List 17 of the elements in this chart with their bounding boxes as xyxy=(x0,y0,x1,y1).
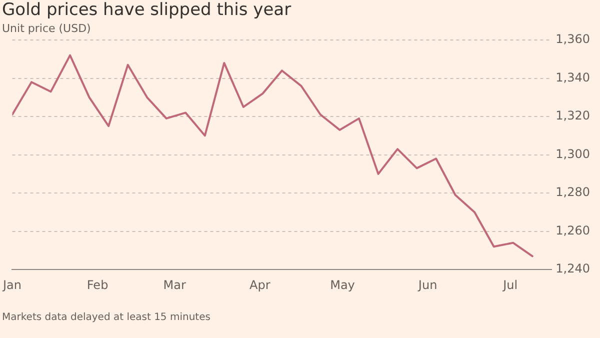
x-tick-label: Jun xyxy=(417,278,438,292)
x-tick-label: Jan xyxy=(2,278,22,292)
y-tick-label: 1,260 xyxy=(556,223,590,238)
y-tick-label: 1,360 xyxy=(556,32,590,46)
chart-subtitle: Unit price (USD) xyxy=(2,22,91,35)
y-tick-label: 1,320 xyxy=(556,108,590,123)
x-tick-label: Feb xyxy=(86,278,108,292)
x-tick-label: Apr xyxy=(250,278,270,292)
x-tick-label: May xyxy=(330,278,355,292)
x-tick-label: Mar xyxy=(163,278,186,292)
text: Markets data delayed at least 15 minutes xyxy=(2,312,210,324)
y-tick-label: 1,240 xyxy=(556,262,590,276)
x-tick-label: Jul xyxy=(502,278,518,292)
y-tick-label: 1,300 xyxy=(556,146,590,161)
y-tick-label: 1,280 xyxy=(556,185,590,200)
chart-title: Gold prices have slipped this year xyxy=(2,0,292,20)
y-tick-label: 1,340 xyxy=(556,70,590,84)
